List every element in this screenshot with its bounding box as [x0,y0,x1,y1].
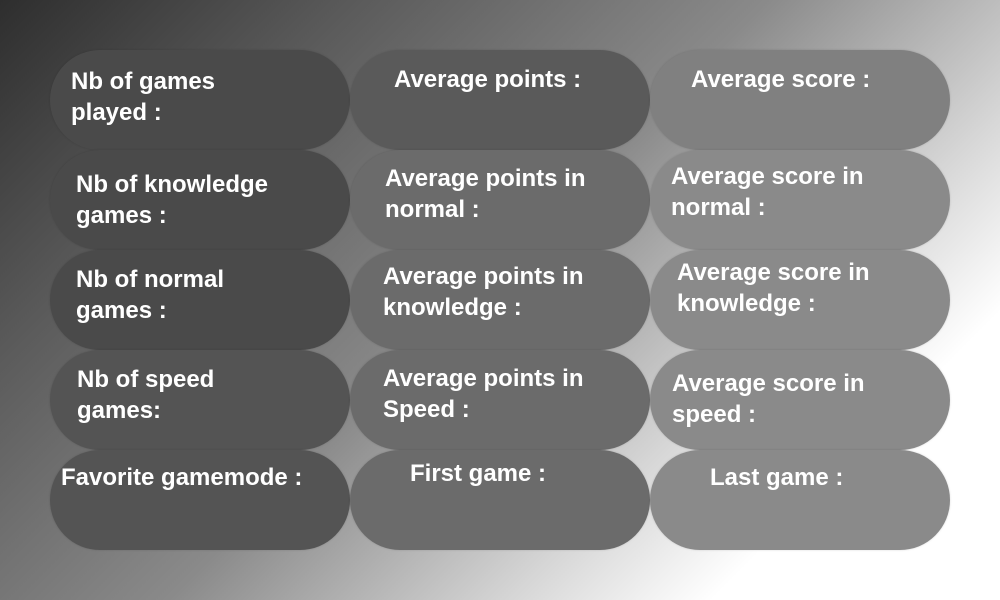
favorite-gamemode-label: Favorite gamemode : [61,464,303,491]
avg-points-normal-label: Average points in normal : [385,165,586,223]
avg-score-normal-label: Average score in normal : [671,163,864,221]
avg-score-normal-stat[interactable]: Average score in normal : [650,150,950,250]
games-played-label: Nb of games played : [71,68,216,126]
avg-points-knowledge-label: Average points in knowledge : [383,263,584,321]
games-played-stat[interactable]: Nb of games played : [50,50,350,150]
knowledge-games-stat[interactable]: Nb of knowledge games : [50,150,350,250]
avg-score-knowledge-label: Average score in knowledge : [677,259,870,317]
avg-score-speed-label: Average score in speed : [672,370,865,428]
average-points-stat[interactable]: Average points : [350,50,650,150]
normal-games-label: Nb of normal games : [76,266,224,324]
average-score-label: Average score : [691,66,871,93]
favorite-gamemode-stat[interactable]: Favorite gamemode : [50,450,350,550]
last-game-label: Last game : [710,464,844,491]
speed-games-stat[interactable]: Nb of speed games: [50,350,350,450]
last-game-stat[interactable]: Last game : [650,450,950,550]
first-game-stat[interactable]: First game : [350,450,650,550]
average-points-label: Average points : [394,66,582,93]
first-game-label: First game : [410,460,547,487]
speed-games-label: Nb of speed games: [77,366,215,424]
avg-points-speed-label: Average points in Speed : [383,365,584,423]
avg-points-normal-stat[interactable]: Average points in normal : [350,150,650,250]
average-score-stat[interactable]: Average score : [650,50,950,150]
stats-grid: Nb of games played : Average points : Av… [50,50,950,550]
avg-score-speed-stat[interactable]: Average score in speed : [650,350,950,450]
avg-points-speed-stat[interactable]: Average points in Speed : [350,350,650,450]
avg-points-knowledge-stat[interactable]: Average points in knowledge : [350,250,650,350]
avg-score-knowledge-stat[interactable]: Average score in knowledge : [650,250,950,350]
knowledge-games-label: Nb of knowledge games : [76,171,268,229]
normal-games-stat[interactable]: Nb of normal games : [50,250,350,350]
